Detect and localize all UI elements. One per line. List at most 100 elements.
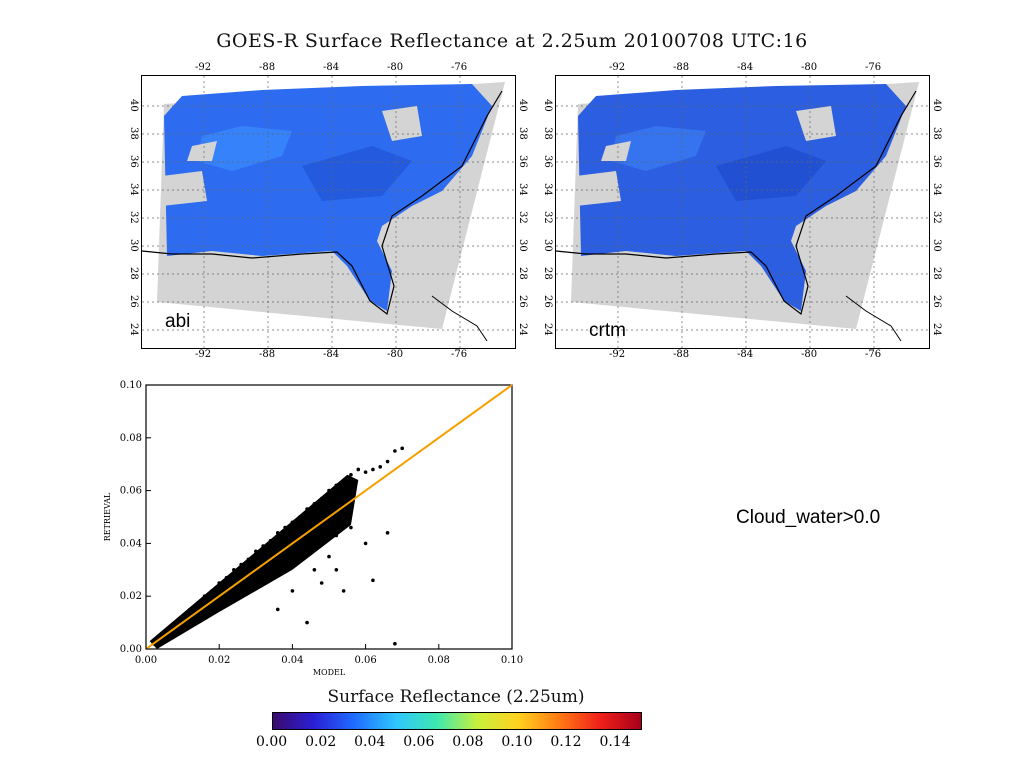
x-tick-label: 0.02: [208, 655, 230, 666]
map-lat-tick: 24: [128, 323, 139, 336]
map-lat-tick: 28: [931, 267, 942, 280]
map-lon-tick: -88: [673, 62, 690, 73]
map-lon-tick: -92: [609, 62, 626, 73]
scatter-point: [312, 568, 317, 572]
y-tick-label: 0.08: [120, 433, 142, 444]
map-lat-tick: 24: [517, 323, 528, 336]
scatter-plot: 0.00 0.02 0.04 0.06 0.08 0.10 0.000.020.040.0…: [103, 380, 523, 677]
figure-title: GOES-R Surface Reflectance at 2.25um 201…: [216, 30, 808, 52]
scatter-point: [327, 554, 331, 559]
y-tick-label: 0.00: [120, 644, 142, 655]
map-lon-tick: -92: [195, 349, 212, 360]
map-panel-crtm: [555, 75, 930, 349]
map-lat-tick: 36: [542, 155, 553, 168]
map-lat-tick: 26: [517, 295, 528, 308]
map-lat-tick: 24: [542, 323, 553, 336]
map-lat-tick: 38: [542, 127, 553, 140]
map-lon-tick: -76: [865, 349, 882, 360]
scatter-point: [349, 472, 353, 477]
y-axis-ticks: 0.00 0.02 0.04 0.06 0.08 0.10: [120, 380, 151, 655]
colorbar-tick-label: 0.14: [599, 734, 631, 750]
map-lat-tick: 36: [517, 155, 528, 168]
scatter-point: [363, 541, 368, 546]
map-lat-tick: 30: [542, 239, 553, 252]
scatter-point: [363, 470, 368, 474]
x-tick-label: 0.06: [354, 655, 376, 666]
map-lon-tick: -80: [801, 349, 818, 360]
map-lat-tick: 34: [931, 183, 942, 196]
colorbar-tick-label: 0.00: [256, 734, 288, 750]
map-lat-tick: 32: [128, 211, 139, 224]
scatter-point: [290, 589, 295, 593]
scatter-point: [275, 607, 280, 612]
map-lat-tick: 34: [128, 183, 139, 196]
one-to-one-line: [145, 384, 513, 650]
map-lon-tick: -76: [451, 349, 468, 360]
map-lon-tick: -88: [259, 349, 276, 360]
colorbar-tick-label: 0.10: [501, 734, 533, 750]
x-axis-ticks: 0.00 0.02 0.04 0.06 0.08 0.10: [135, 644, 523, 666]
scatter-point: [400, 446, 405, 451]
map-lat-tick: 40: [542, 99, 553, 112]
scatter-point: [356, 467, 361, 472]
colorbar-tick-label: 0.04: [354, 734, 386, 750]
map-lat-tick: 38: [128, 127, 139, 140]
map-lat-tick: 26: [931, 295, 942, 308]
map-label-crtm: crtm: [589, 320, 626, 341]
map-lat-tick: 40: [128, 99, 139, 112]
scatter-point: [319, 581, 324, 585]
map-lon-tick: -84: [323, 349, 340, 360]
colorbar-tick-label: 0.12: [550, 734, 582, 750]
map-lat-tick: 24: [931, 323, 942, 336]
map-lon-tick: -80: [387, 62, 404, 73]
map-lon-tick: -80: [801, 62, 818, 73]
colorbar-tick-label: 0.02: [305, 734, 337, 750]
scatter-point: [371, 467, 375, 472]
x-tick-label: 0.10: [501, 655, 523, 666]
y-tick-label: 0.06: [120, 486, 142, 497]
map-lon-tick: -84: [737, 349, 754, 360]
map-lat-tick: 40: [931, 99, 942, 112]
scatter-point: [393, 641, 397, 646]
map-lon-tick: -76: [451, 62, 468, 73]
scatter-point: [341, 589, 346, 593]
map-crtm-image: [556, 76, 929, 348]
map-lon-tick: -84: [323, 62, 340, 73]
scatter-point: [385, 531, 390, 535]
map-lat-tick: 38: [517, 127, 528, 140]
scatter-point: [334, 568, 339, 572]
x-axis-label: MODEL: [313, 668, 346, 677]
colorbar: [272, 712, 642, 730]
map-lon-tick: -84: [737, 62, 754, 73]
scatter-point: [371, 578, 375, 583]
map-lat-tick: 36: [128, 155, 139, 168]
map-lat-tick: 34: [542, 183, 553, 196]
map-lat-tick: 30: [517, 239, 528, 252]
scatter-points: [149, 446, 405, 649]
map-lat-tick: 28: [542, 267, 553, 280]
colorbar-tick-label: 0.06: [403, 734, 435, 750]
map-panel-abi: [141, 75, 516, 349]
x-tick-label: 0.08: [428, 655, 450, 666]
y-tick-label: 0.02: [120, 591, 142, 602]
map-lat-tick: 38: [931, 127, 942, 140]
scatter-point: [349, 525, 353, 530]
scatter-point: [393, 449, 397, 453]
map-lat-tick: 32: [931, 211, 942, 224]
condition-annotation: Cloud_water>0.0: [736, 507, 881, 528]
map-lon-tick: -92: [609, 349, 626, 360]
map-lat-tick: 32: [517, 211, 528, 224]
scatter-point: [305, 620, 309, 625]
scatter-point: [378, 465, 383, 469]
map-lon-tick: -88: [673, 349, 690, 360]
map-lat-tick: 26: [542, 295, 553, 308]
map-lat-tick: 32: [542, 211, 553, 224]
x-tick-label: 0.00: [135, 655, 157, 666]
map-label-abi: abi: [165, 311, 191, 332]
y-tick-label: 0.10: [120, 380, 142, 391]
map-lat-tick: 28: [517, 267, 528, 280]
scatter-density-band: [149, 474, 359, 649]
map-lon-tick: -76: [865, 62, 882, 73]
map-lon-tick: -92: [195, 62, 212, 73]
map-lat-tick: 30: [128, 239, 139, 252]
